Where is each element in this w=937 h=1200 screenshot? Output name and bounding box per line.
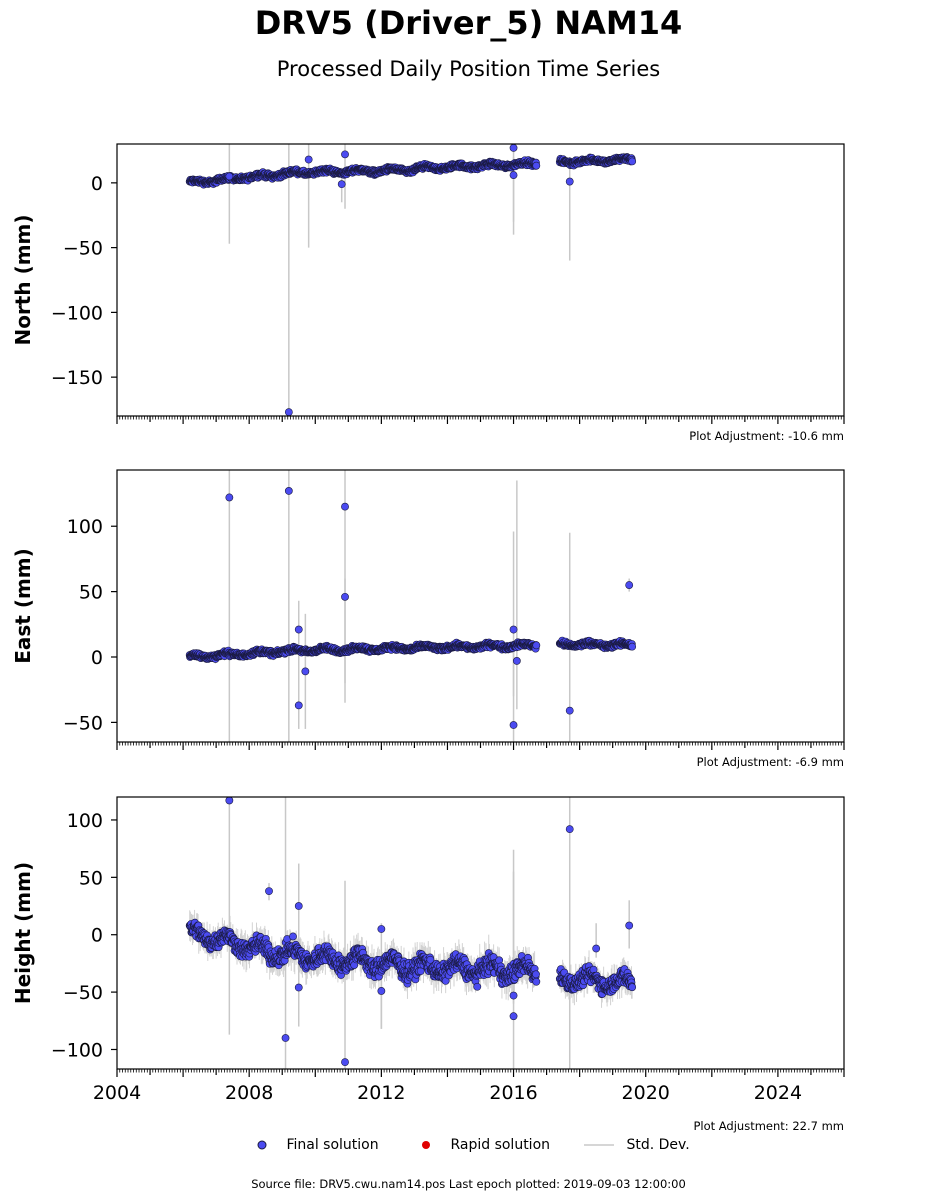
plot-adjustment-note: Plot Adjustment: -10.6 mm xyxy=(689,429,844,443)
data-point xyxy=(532,161,541,170)
y-tick-label: −50 xyxy=(63,238,103,260)
outlier-point xyxy=(225,493,234,502)
data-point xyxy=(628,157,637,166)
y-tick-label: 0 xyxy=(91,173,103,195)
plot-area xyxy=(185,470,637,742)
outlier-point xyxy=(341,150,349,159)
plot-adjustment-note: Plot Adjustment: -6.9 mm xyxy=(697,755,844,769)
y-tick-label: 100 xyxy=(67,516,103,538)
outlier-point xyxy=(341,502,349,511)
final-solution-points xyxy=(185,144,637,416)
outlier-point xyxy=(565,177,574,186)
outlier-point xyxy=(512,657,521,665)
plot-frame xyxy=(116,469,845,743)
outlier-point xyxy=(284,487,293,495)
outlier-point xyxy=(341,592,349,601)
final-solution-points xyxy=(185,797,637,1067)
outlier-point xyxy=(304,155,313,164)
final-solution-points xyxy=(185,487,637,729)
plot-frame xyxy=(116,143,845,417)
outlier-point xyxy=(509,144,518,152)
outlier-point xyxy=(509,721,518,729)
outlier-point xyxy=(301,667,310,676)
panel-2: 100 50 0 −50 East (mm) Plot Adjustment: -6.9 … xyxy=(11,469,845,769)
chart-subtitle: Processed Daily Position Time Series xyxy=(276,57,661,81)
outlier-point xyxy=(284,408,293,416)
outlier-point xyxy=(294,701,303,710)
outlier-point xyxy=(565,706,574,715)
outlier-point xyxy=(625,581,634,589)
plot-area xyxy=(185,144,637,416)
panel-1: 0 −50 −100 −150 North (mm) Plot Adjustment: -… xyxy=(11,143,845,443)
y-tick-label: 50 xyxy=(79,582,103,604)
data-point xyxy=(628,642,637,651)
chart-title: DRV5 (Driver_5) NAM14 xyxy=(254,4,683,42)
y-axis-label: East (mm) xyxy=(11,548,35,664)
y-tick-label: −150 xyxy=(51,367,103,389)
outlier-point xyxy=(337,180,346,189)
data-point xyxy=(532,641,541,650)
outlier-point xyxy=(225,172,234,181)
y-tick-label: −100 xyxy=(51,302,103,324)
plot-area xyxy=(185,797,637,1069)
y-axis-label: North (mm) xyxy=(11,214,35,345)
std-dev-bars xyxy=(189,909,633,1008)
y-tick-label: −50 xyxy=(63,712,103,734)
outlier-point xyxy=(509,171,518,179)
y-tick-label: 0 xyxy=(91,647,103,669)
outlier-point xyxy=(509,625,518,634)
outlier-point xyxy=(294,625,303,634)
